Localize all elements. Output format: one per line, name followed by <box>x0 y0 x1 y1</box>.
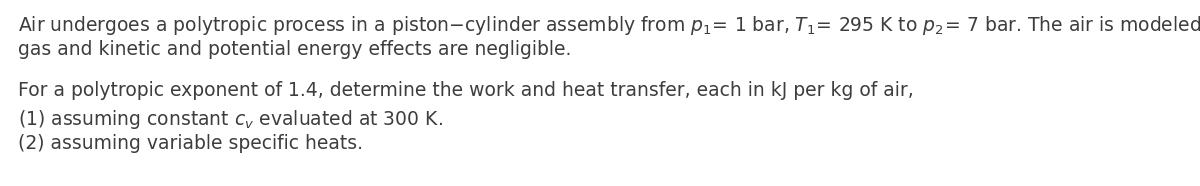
Text: For a polytropic exponent of 1.4, determine the work and heat transfer, each in : For a polytropic exponent of 1.4, determ… <box>18 81 913 100</box>
Text: Air undergoes a polytropic process in a piston$\mathsf{-}$cylinder assembly from: Air undergoes a polytropic process in a … <box>18 14 1200 37</box>
Text: gas and kinetic and potential energy effects are negligible.: gas and kinetic and potential energy eff… <box>18 40 571 59</box>
Text: (2) assuming variable specific heats.: (2) assuming variable specific heats. <box>18 134 364 153</box>
Text: (1) assuming constant $c_v$ evaluated at 300 K.: (1) assuming constant $c_v$ evaluated at… <box>18 108 443 131</box>
